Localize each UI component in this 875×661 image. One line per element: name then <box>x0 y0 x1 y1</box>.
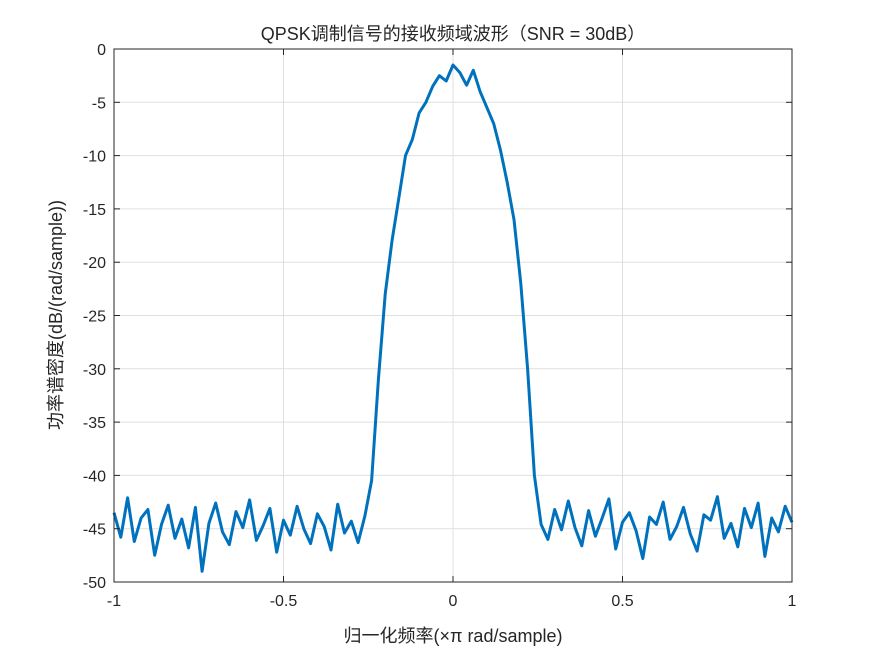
y-tick-label: -30 <box>83 362 106 379</box>
y-tick-label: -50 <box>83 575 106 592</box>
ticks: -1 -0.5 0 0.5 1 0 -5 -10 -15 -20 -25 -30 -35 -40 -45 -5… <box>83 42 797 610</box>
y-tick-label: -20 <box>83 255 106 272</box>
y-tick-label: -25 <box>83 309 106 326</box>
y-tick-label: -35 <box>83 415 106 432</box>
y-tick-label: -40 <box>83 468 106 485</box>
y-tick-label: -10 <box>83 149 106 166</box>
y-tick-label: -45 <box>83 522 106 539</box>
chart-title: QPSK调制信号的接收频域波形（SNR = 30dB） <box>261 24 646 44</box>
x-axis-label: 归一化频率(×π rad/sample) <box>344 626 563 646</box>
y-axis-label: 功率谱密度(dB/(rad/sample)) <box>46 200 66 430</box>
psd-series <box>112 63 794 573</box>
x-tick-label: 1 <box>788 593 797 610</box>
psd-line <box>112 63 794 573</box>
y-tick-label: -5 <box>92 95 106 112</box>
y-tick-label: -15 <box>83 202 106 219</box>
x-tick-label: -1 <box>107 593 121 610</box>
x-tick-label: 0.5 <box>611 593 633 610</box>
x-tick-label: -0.5 <box>270 593 298 610</box>
x-tick-label: 0 <box>449 593 458 610</box>
y-tick-label: 0 <box>97 42 106 59</box>
